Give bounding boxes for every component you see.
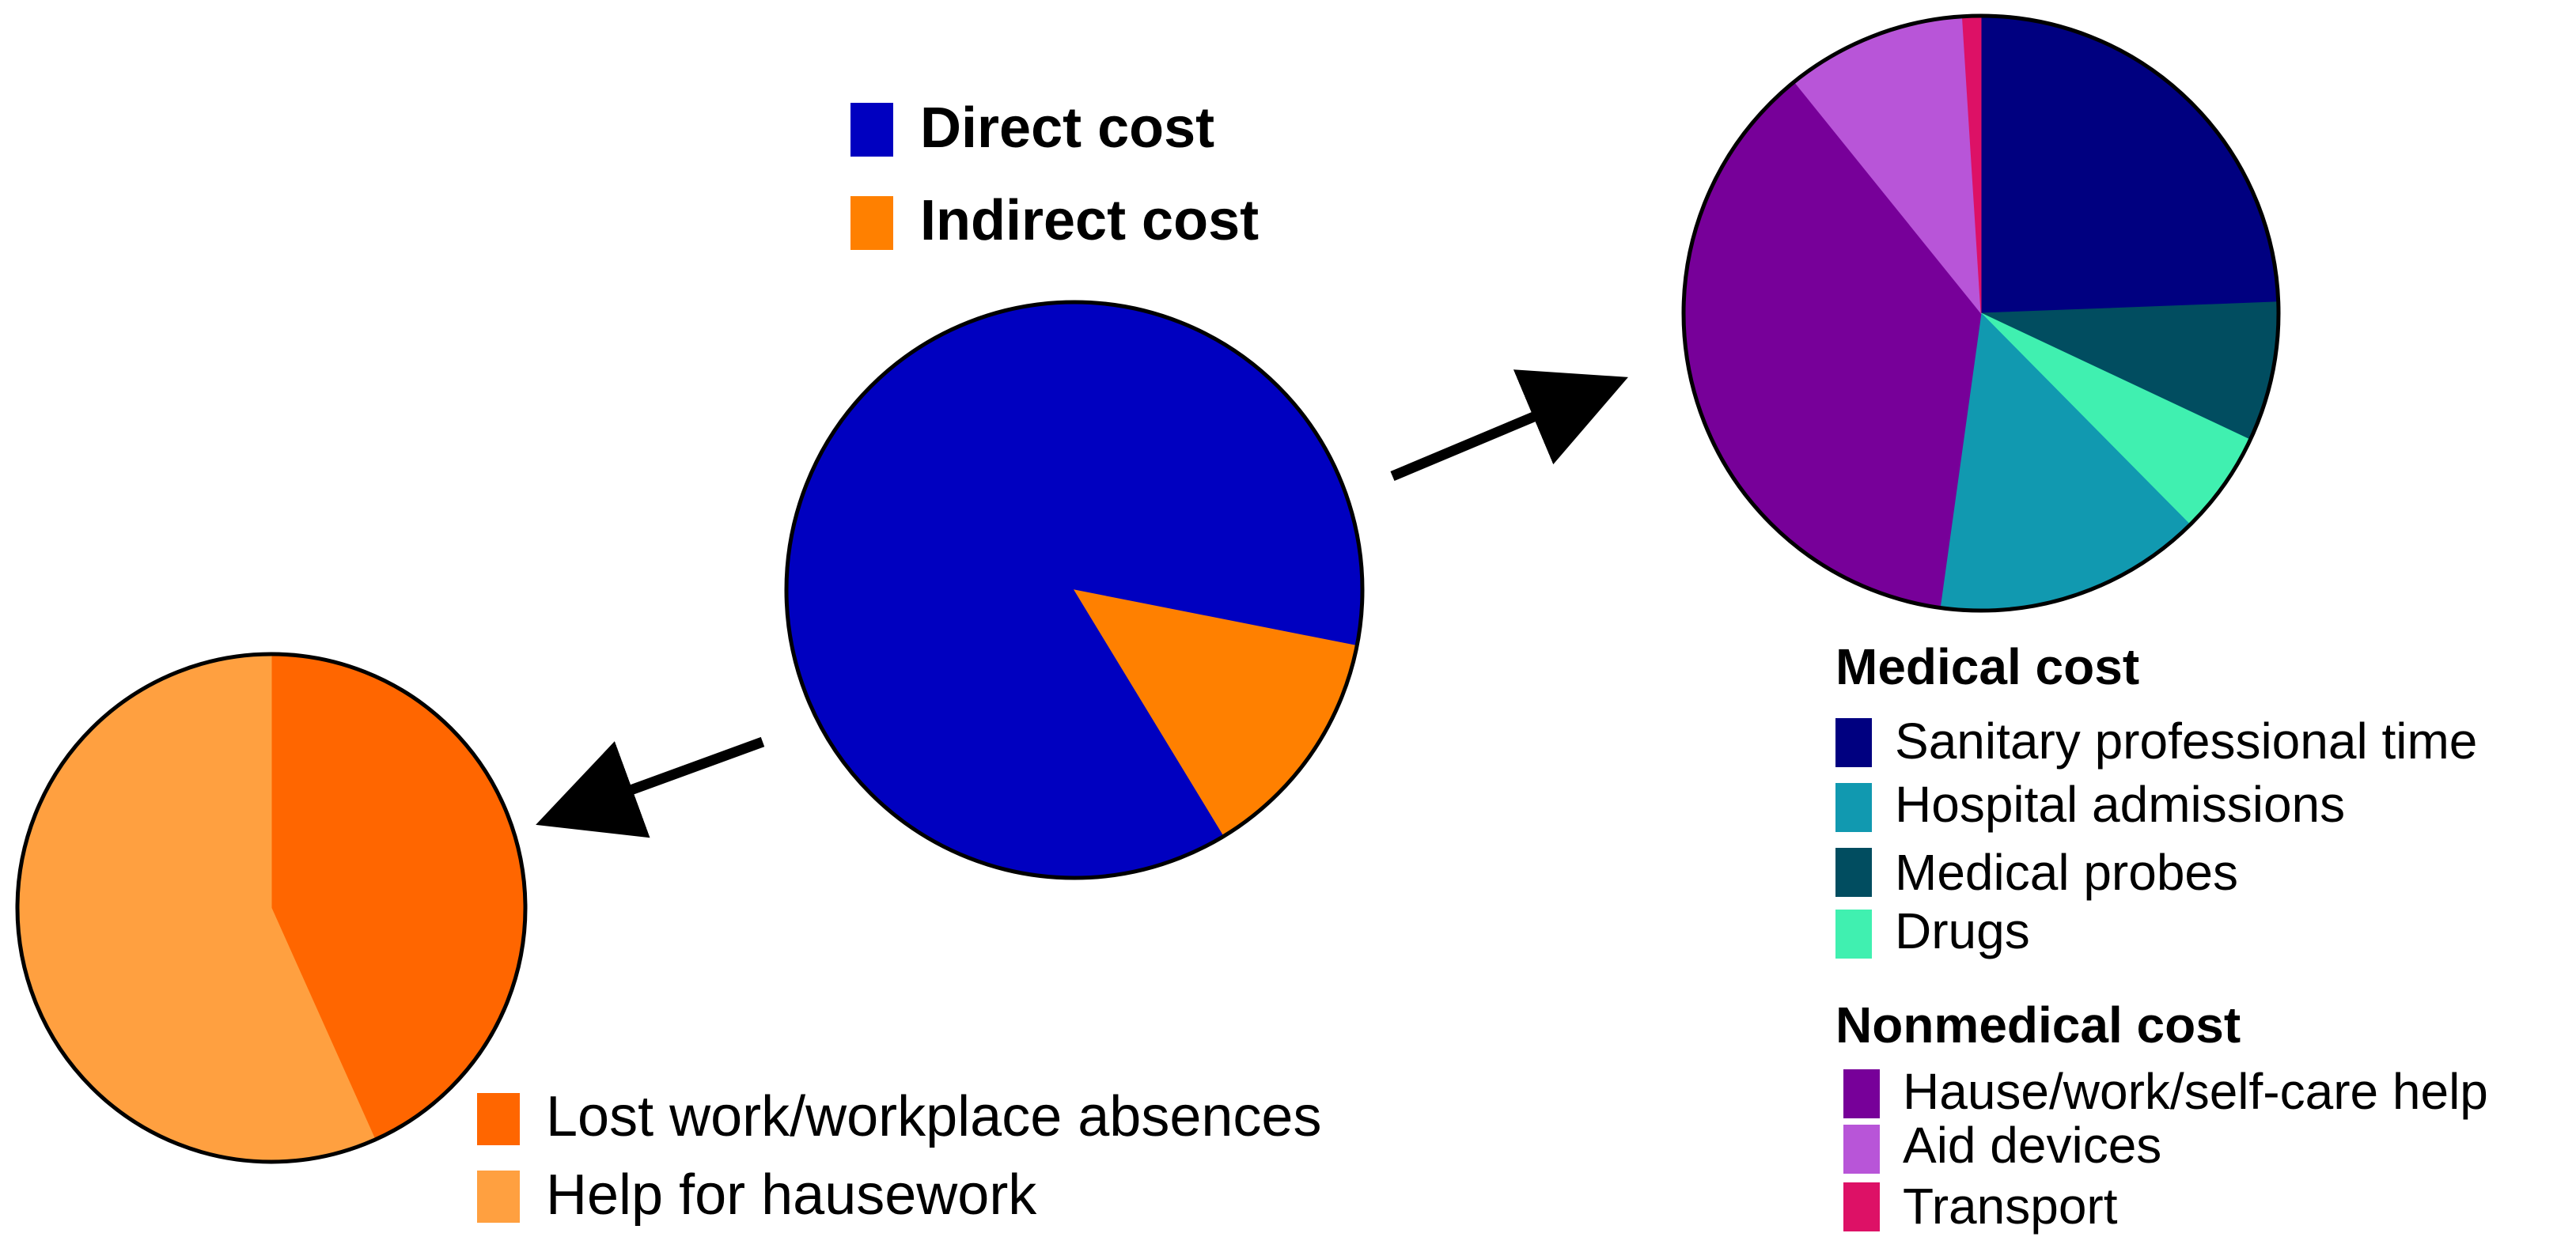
legend-swatch-sanitary-professional-time [1835, 718, 1872, 767]
legend-label-lost-work: Lost work/workplace absences [546, 1085, 1321, 1148]
legend-group-title-medical: Medical cost [1835, 638, 2139, 695]
arrow-to-direct-breakdown [1390, 369, 1628, 481]
pie-outline [1681, 13, 2281, 613]
pie-outline [784, 300, 1365, 880]
arrow-to-indirect-breakdown [536, 736, 765, 838]
pie-slice-sanitary-professional-time [1980, 15, 2279, 314]
main-cost-pie [784, 300, 1365, 880]
legend-label-house-work-self-care-help: Hause/work/self-care help [1903, 1063, 2488, 1120]
main-pie-legend: Direct cost Indirect cost [850, 96, 1259, 252]
indirect-pie-legend: Lost work/workplace absences Help for ha… [477, 1085, 1321, 1227]
legend-label-hospital-admissions: Hospital admissions [1895, 776, 2345, 833]
legend-label-aid-devices: Aid devices [1903, 1117, 2161, 1174]
legend-label-direct-cost: Direct cost [920, 96, 1214, 160]
legend-swatch-indirect-cost [850, 196, 893, 250]
legend-group-title-nonmedical: Nonmedical cost [1835, 997, 2241, 1053]
legend-label-transport: Transport [1903, 1178, 2118, 1235]
legend-swatch-help-for-housework [477, 1171, 520, 1223]
legend-swatch-transport [1843, 1182, 1880, 1231]
legend-swatch-medical-probes [1835, 848, 1872, 897]
direct-cost-pie [1681, 13, 2281, 613]
legend-label-help-for-housework: Help for hausework [546, 1163, 1037, 1227]
legend-swatch-hospital-admissions [1835, 783, 1872, 832]
legend-swatch-lost-work [477, 1093, 520, 1145]
legend-swatch-aid-devices [1843, 1125, 1880, 1174]
pie-outline [15, 652, 528, 1164]
indirect-cost-pie [15, 652, 528, 1164]
legend-label-drugs: Drugs [1895, 902, 2030, 959]
legend-label-medical-probes: Medical probes [1895, 844, 2238, 901]
direct-breakdown-legend: Medical cost Sanitary professional time … [1835, 638, 2488, 1235]
legend-swatch-house-work-self-care-help [1843, 1069, 1880, 1118]
legend-label-sanitary-professional-time: Sanitary professional time [1895, 713, 2477, 770]
legend-swatch-direct-cost [850, 103, 893, 157]
legend-swatch-drugs [1835, 910, 1872, 959]
legend-label-indirect-cost: Indirect cost [920, 189, 1259, 252]
